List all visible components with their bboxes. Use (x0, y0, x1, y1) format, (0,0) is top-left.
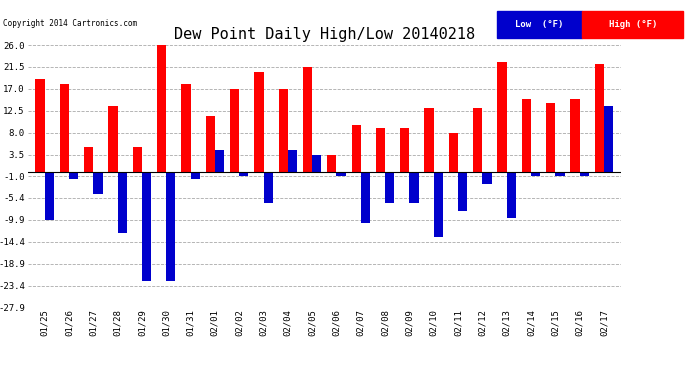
Bar (385, 172, 395, 203)
Bar (580, 172, 589, 177)
Bar (45, 172, 54, 220)
Bar (482, 172, 491, 184)
Bar (60, 84, 69, 172)
Bar (69, 172, 78, 179)
Bar (166, 172, 175, 281)
Bar (279, 89, 288, 172)
Bar (230, 89, 239, 172)
Bar (303, 67, 312, 172)
Bar (506, 172, 516, 218)
Bar (448, 133, 458, 172)
Text: Low  (°F): Low (°F) (515, 20, 564, 29)
Bar (497, 62, 506, 172)
Bar (424, 108, 434, 172)
Bar (376, 128, 385, 172)
Bar (351, 125, 361, 172)
Bar (604, 106, 613, 172)
Bar (108, 106, 117, 172)
Bar (117, 172, 127, 232)
Bar (254, 72, 264, 172)
Bar (582, 11, 683, 38)
Bar (571, 99, 580, 172)
Bar (458, 172, 467, 211)
Bar (312, 154, 322, 172)
Bar (93, 172, 103, 194)
Bar (157, 45, 166, 172)
Bar (132, 147, 142, 172)
Bar (327, 154, 337, 172)
Text: Copyright 2014 Cartronics.com: Copyright 2014 Cartronics.com (3, 19, 137, 28)
Bar (434, 172, 443, 237)
Title: Dew Point Daily High/Low 20140218: Dew Point Daily High/Low 20140218 (174, 27, 475, 42)
Bar (215, 150, 224, 172)
Bar (595, 64, 604, 172)
Bar (288, 150, 297, 172)
Bar (181, 84, 190, 172)
Bar (35, 79, 45, 172)
Bar (555, 172, 564, 177)
Bar (264, 172, 273, 203)
Bar (239, 172, 248, 177)
Bar (531, 172, 540, 177)
Bar (409, 172, 419, 203)
Bar (497, 11, 582, 38)
Bar (473, 108, 482, 172)
Bar (190, 172, 200, 179)
Bar (361, 172, 370, 223)
Bar (546, 104, 555, 172)
Bar (400, 128, 409, 172)
Bar (337, 172, 346, 177)
Bar (142, 172, 151, 281)
Text: High (°F): High (°F) (609, 20, 657, 29)
Bar (522, 99, 531, 172)
Bar (206, 116, 215, 172)
Bar (84, 147, 93, 172)
